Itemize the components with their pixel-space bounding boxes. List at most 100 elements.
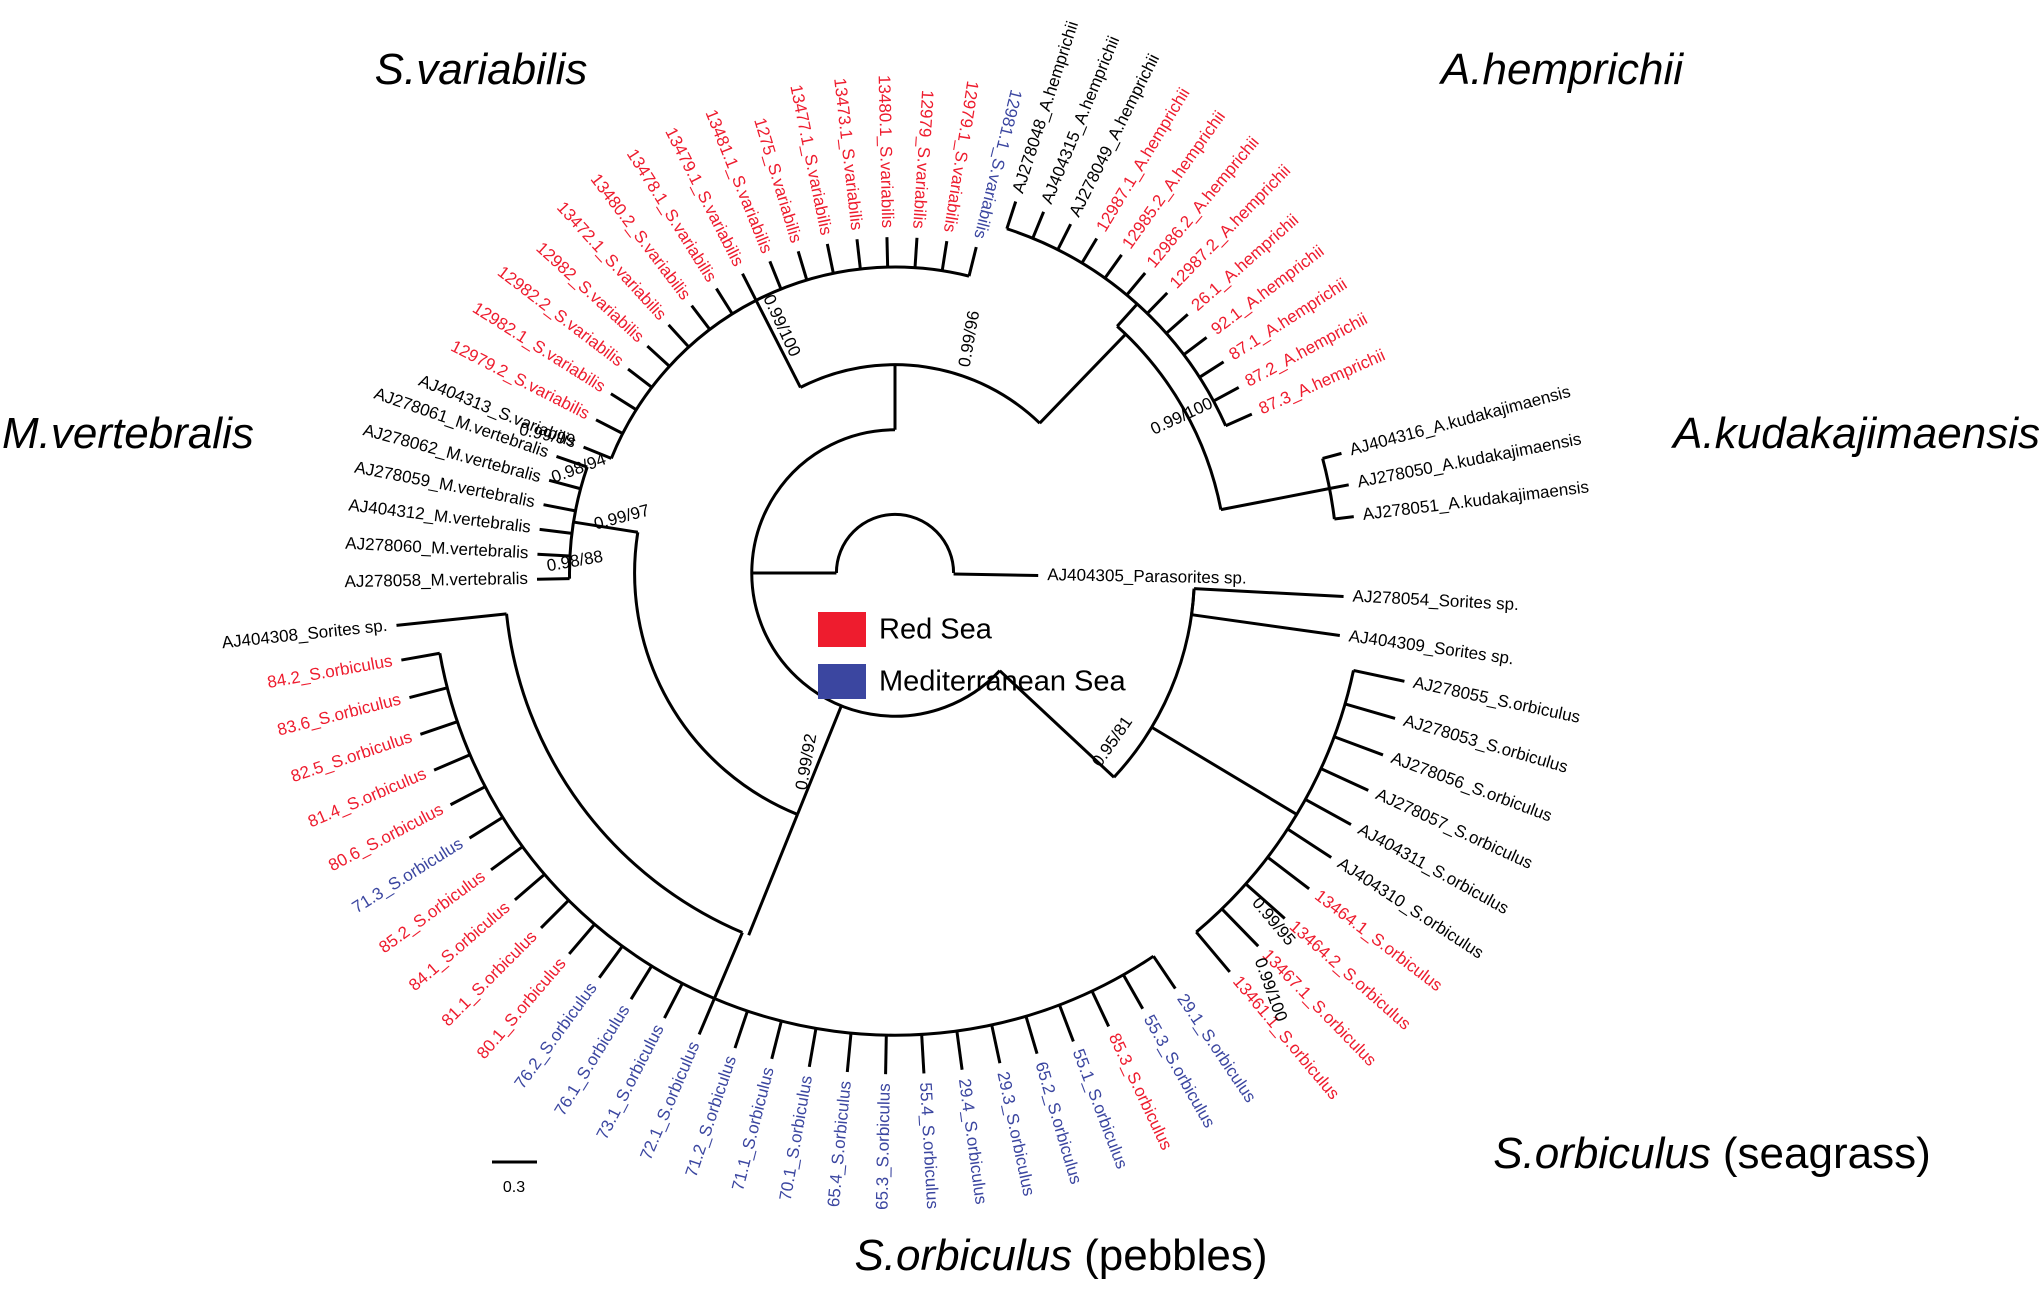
leaf-branch	[548, 478, 581, 491]
leaf-branch	[1005, 201, 1018, 230]
leaf-label: 13464.1_S.orbiculus	[1311, 886, 1446, 995]
leaf-label: AJ278054_Sorites sp.	[1352, 586, 1519, 614]
leaf-branch	[690, 304, 711, 331]
legend-swatch	[818, 612, 866, 647]
leaf-branch	[920, 1034, 926, 1074]
leaf-branch	[967, 246, 978, 277]
branch	[998, 669, 1116, 779]
legend-label: Red Sea	[879, 614, 993, 646]
leaf-label: AJ404309_Sorites sp.	[1348, 626, 1515, 668]
branch-arc	[438, 653, 1155, 1037]
branch	[573, 520, 639, 534]
legend-label: Mediterranean Sea	[879, 666, 1127, 698]
branch-arc	[1195, 670, 1355, 934]
leaf-branch	[555, 455, 588, 469]
leaf-branch	[539, 527, 573, 535]
leaf-label: 13464.2_S.orbiculus	[1286, 917, 1415, 1034]
leaf-label: AJ404310_S.orbiculus	[1334, 854, 1487, 963]
leaf-branch	[884, 1035, 888, 1075]
leaf-branch	[1225, 412, 1253, 428]
leaf-branch	[1344, 702, 1396, 720]
leaf-branch	[1329, 483, 1350, 491]
leaf-branch	[396, 612, 507, 627]
leaf-branch	[697, 997, 716, 1036]
leaf-label: AJ278051_A.kudakajimaensis	[1362, 477, 1590, 524]
leaf-branch	[610, 392, 638, 411]
leaf-branch	[667, 323, 690, 348]
leaf-branch	[1195, 931, 1231, 973]
branch-arc	[1190, 588, 1196, 615]
leaf-branch	[627, 367, 653, 389]
leaf-branch	[715, 287, 734, 315]
leaf-branch	[543, 503, 576, 513]
leaf-branch	[953, 572, 1039, 577]
leaf-label: 65.2_S.orbiculus	[1031, 1059, 1085, 1186]
leaf-label: 12979.1_S.variabilis	[940, 80, 982, 234]
branch-arc	[633, 532, 799, 816]
leaf-label: AJ278058_M.vertebralis	[344, 569, 528, 591]
leaf-branch	[1146, 291, 1169, 315]
leaf-branch	[646, 344, 671, 368]
clade-habitat: (pebbles)	[1084, 1231, 1267, 1280]
leaf-label: 71.1_S.orbiculus	[728, 1065, 778, 1192]
leaf-branch	[582, 445, 612, 460]
leaf-branch	[536, 577, 570, 581]
branch-arc	[505, 613, 743, 934]
leaf-label: AJ278060_M.vertebralis	[345, 534, 529, 563]
leaf-label: 29.4_S.orbiculus	[955, 1077, 991, 1205]
leaf-branch	[663, 982, 684, 1019]
leaf-branch	[401, 651, 441, 662]
support-value: 0.98/88	[545, 547, 604, 576]
leaf-label: 70.1_S.orbiculus	[776, 1074, 816, 1202]
leaf-branch	[796, 250, 809, 281]
leaf-branch	[845, 1032, 853, 1073]
leaf-branch	[537, 552, 571, 558]
clade-name: S.orbiculus	[854, 1231, 1072, 1280]
leaf-branch	[1125, 272, 1147, 296]
leaf-branch	[768, 260, 783, 290]
branch	[796, 705, 843, 816]
branch	[1150, 725, 1298, 816]
branch	[1116, 303, 1139, 328]
branch-arc	[1112, 588, 1196, 779]
leaf-label: 55.4_S.orbiculus	[916, 1082, 942, 1210]
leaf-label: 13480.1_S.variabilis	[875, 75, 898, 229]
leaf-branch	[1266, 856, 1311, 891]
support-value: 0.99/92	[792, 732, 821, 791]
leaf-branch	[1193, 587, 1344, 599]
leaf-branch	[807, 1028, 818, 1068]
leaf-label: AJ404305_Parasorites sp.	[1047, 565, 1247, 587]
leaf-branch	[855, 239, 862, 270]
leaf-branch	[1152, 955, 1177, 990]
clade-name: M.vertebralis	[2, 409, 254, 458]
leaf-branch	[539, 899, 570, 929]
support-value: 0.99/96	[955, 309, 984, 368]
leaf-branch	[1333, 735, 1384, 757]
leaf-label: 13473.1_S.variabilis	[830, 77, 866, 231]
leaf-branch	[1058, 1004, 1075, 1042]
branch-arc	[609, 265, 970, 459]
branch-arc	[568, 466, 589, 579]
leaf-branch	[1320, 767, 1369, 792]
leaf-branch	[1334, 515, 1354, 521]
leaf-branch	[885, 237, 890, 268]
leaf-branch	[468, 816, 504, 840]
clade-title: S.variabilis	[375, 45, 588, 94]
branch	[747, 813, 799, 936]
leaf-branch	[598, 945, 624, 979]
support-value: 0.98/94	[549, 449, 609, 486]
branch	[1220, 487, 1330, 512]
clade-title: A.kudakajimaensis	[1670, 409, 2040, 458]
scale-label: 0.3	[503, 1179, 525, 1196]
leaf-branch	[1244, 882, 1286, 920]
leaf-branch	[1165, 313, 1189, 335]
leaf-branch	[1191, 613, 1341, 638]
leaf-branch	[1322, 451, 1342, 460]
leaf-branch	[1304, 798, 1352, 826]
leaf-branch	[770, 1020, 783, 1060]
leaf-branch	[825, 243, 835, 274]
branch	[754, 299, 802, 389]
clade-name: A.kudakajimaensis	[1670, 409, 2040, 458]
clade-title: M.vertebralis	[2, 409, 254, 458]
